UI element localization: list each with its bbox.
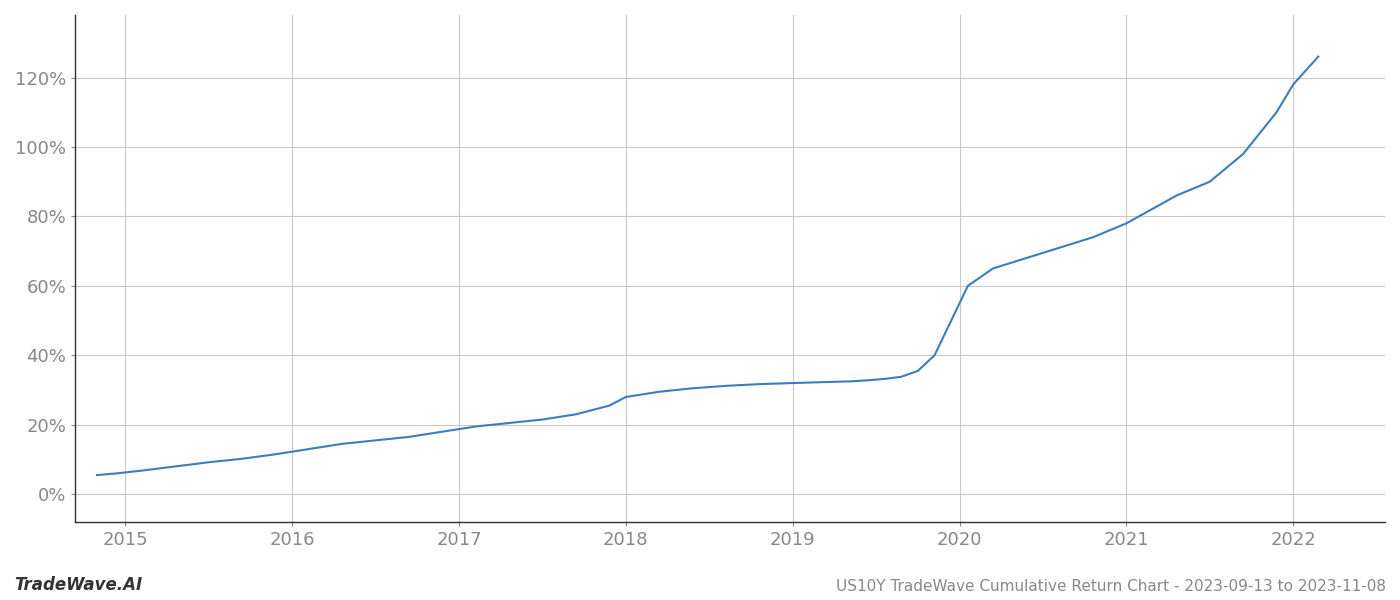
Text: TradeWave.AI: TradeWave.AI — [14, 576, 143, 594]
Text: US10Y TradeWave Cumulative Return Chart - 2023-09-13 to 2023-11-08: US10Y TradeWave Cumulative Return Chart … — [836, 579, 1386, 594]
